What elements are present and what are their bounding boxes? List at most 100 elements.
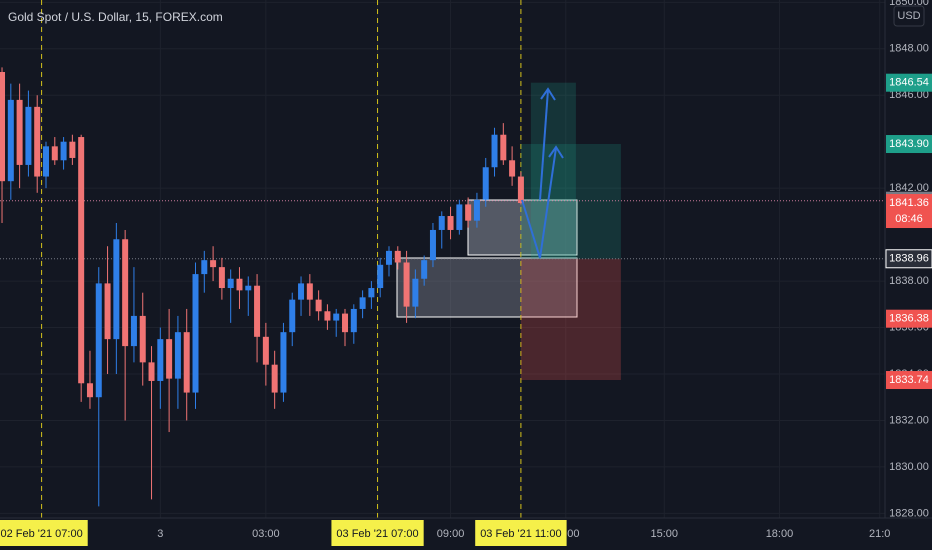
candle-body xyxy=(78,137,85,384)
x-tick-label: 03:00 xyxy=(252,528,280,540)
candle-body xyxy=(148,362,155,381)
countdown: 08:46 xyxy=(895,213,923,225)
candle-body xyxy=(218,267,225,289)
candle-body xyxy=(465,204,472,221)
candle-body xyxy=(517,176,524,204)
candle-body xyxy=(324,311,331,321)
y-tick-label: 1848.00 xyxy=(889,43,929,55)
stop-zone xyxy=(520,258,621,381)
candle-body xyxy=(280,332,287,393)
x-tick-label: 02 Feb '21 07:00 xyxy=(0,528,82,540)
price-label: 1838.96 xyxy=(889,253,929,265)
candle-body xyxy=(7,99,14,182)
candle-body xyxy=(183,332,190,393)
x-tick-label: 03 Feb '21 11:00 xyxy=(480,528,561,540)
candle-body xyxy=(429,229,436,261)
price-label: 1843.90 xyxy=(889,138,929,150)
arrow xyxy=(539,89,549,201)
candle-body xyxy=(51,146,58,161)
chart-title: Gold Spot / U.S. Dollar, 15, FOREX.com xyxy=(8,10,223,24)
price-label: 1836.38 xyxy=(889,313,929,325)
candle-body xyxy=(113,239,120,340)
x-tick-label: 18:00 xyxy=(766,528,794,540)
y-tick-label: 1846.00 xyxy=(889,89,929,101)
candle-body xyxy=(315,299,322,312)
y-tick-label: 1830.00 xyxy=(889,461,929,473)
candle-body xyxy=(377,264,384,289)
arrow-head xyxy=(540,87,556,101)
candle-body xyxy=(298,283,305,300)
price-label-box xyxy=(886,194,932,229)
candle-body xyxy=(16,99,23,165)
y-tick-label: 1842.00 xyxy=(889,182,929,194)
x-tick-highlight xyxy=(0,520,88,546)
candle-body xyxy=(438,216,445,230)
candle-body xyxy=(201,260,208,275)
candle-body xyxy=(421,260,428,279)
candle-body xyxy=(500,134,507,161)
x-tick-highlight xyxy=(331,520,424,546)
price-label-box xyxy=(885,249,932,269)
candle-body xyxy=(254,285,261,337)
candle-body xyxy=(271,364,278,393)
price-label-box xyxy=(886,73,932,92)
currency-badge[interactable] xyxy=(893,5,925,27)
x-tick-label: 3 xyxy=(157,528,163,540)
price-label: 1841.36 xyxy=(889,197,929,209)
x-tick-label: 09:00 xyxy=(437,528,465,540)
candle-body xyxy=(412,278,419,307)
target-zone xyxy=(520,144,621,259)
candle-body xyxy=(0,72,6,182)
candle-body xyxy=(210,260,217,268)
candle-body xyxy=(122,239,129,347)
candle-body xyxy=(306,283,313,300)
overlay xyxy=(0,0,885,518)
x-tick-highlight xyxy=(475,520,567,546)
candle-body xyxy=(456,204,463,230)
price-label-box xyxy=(886,371,932,390)
candles xyxy=(0,67,524,507)
candle-body xyxy=(42,146,49,177)
candle-body xyxy=(482,167,489,200)
candle-body xyxy=(359,297,366,309)
candle-body xyxy=(139,315,146,363)
price-label-box xyxy=(886,309,932,328)
price-label: 1846.54 xyxy=(889,77,929,89)
candle-body xyxy=(385,250,392,265)
price-label: 1833.74 xyxy=(889,374,929,386)
y-tick-label: 1832.00 xyxy=(889,414,929,426)
y-tick-label: 1838.00 xyxy=(889,275,929,287)
candle-body xyxy=(403,262,410,307)
candle-body xyxy=(473,199,480,221)
x-tick-label: 15:00 xyxy=(650,528,678,540)
candle-body xyxy=(245,285,252,291)
candle-body xyxy=(236,278,243,291)
candle-body xyxy=(262,336,269,365)
arrows xyxy=(521,87,564,259)
candle-body xyxy=(491,134,498,168)
arrow xyxy=(521,147,557,259)
candle-body xyxy=(509,160,516,177)
candle-body xyxy=(227,278,234,289)
currency: USD xyxy=(897,10,920,22)
arrow-head xyxy=(548,145,564,159)
x-tick-label: 03 Feb '21 07:00 xyxy=(336,528,418,540)
candle-body xyxy=(69,141,76,158)
price-label-box xyxy=(886,135,932,154)
candle-body xyxy=(86,383,93,398)
y-tick-label: 1828.00 xyxy=(889,507,929,519)
candle-body xyxy=(157,339,164,381)
candle-body xyxy=(350,308,357,333)
candle-body xyxy=(368,288,375,298)
candle-body xyxy=(166,339,173,379)
candle-body xyxy=(174,332,181,379)
y-tick-label: 1850.00 xyxy=(889,0,929,8)
candle-body xyxy=(333,313,340,321)
candle-body xyxy=(192,274,199,393)
candle-body xyxy=(447,216,454,230)
candle-body xyxy=(34,106,41,177)
x-tick-label: 21:0 xyxy=(869,528,890,540)
